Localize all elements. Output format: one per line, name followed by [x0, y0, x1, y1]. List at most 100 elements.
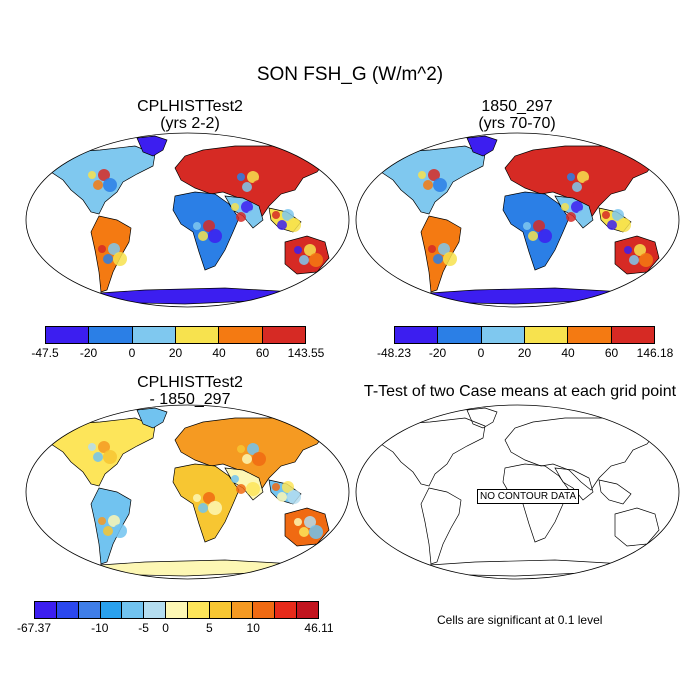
colorbar-tick-label: -48.23	[376, 346, 412, 360]
data-patch	[93, 180, 103, 190]
colorbar-tick-label: 20	[168, 346, 183, 360]
data-patch	[423, 180, 433, 190]
colorbar-tick-label: 10	[246, 621, 260, 635]
continent-antarctica	[84, 287, 322, 305]
colorbar-tick-label: 46.11	[304, 621, 334, 635]
data-patch	[294, 518, 302, 526]
data-patch	[252, 452, 266, 466]
data-patch	[203, 492, 215, 504]
data-patch	[113, 252, 127, 266]
data-patch	[208, 229, 222, 243]
colorbar-swatch	[275, 602, 298, 618]
colorbar-swatch	[144, 602, 167, 618]
colorbar-tick-label: 143.55	[287, 346, 325, 360]
data-patch	[242, 454, 252, 464]
data-patch	[309, 525, 323, 539]
colorbar-tick-label: 20	[517, 346, 532, 360]
data-patch	[103, 254, 113, 264]
data-patch	[299, 255, 309, 265]
colorbar-tick-label: 5	[206, 621, 213, 635]
data-patch	[208, 501, 222, 515]
data-patch	[103, 450, 117, 464]
data-patch	[294, 246, 302, 254]
colorbar-swatch	[262, 327, 305, 343]
data-patch	[538, 229, 552, 243]
panel-3-map	[25, 404, 350, 580]
panel-2-title: 1850_297 (yrs 70-70)	[357, 98, 677, 132]
panel-1-colorbar	[45, 326, 306, 344]
colorbar-swatch	[568, 327, 612, 343]
data-patch	[561, 203, 569, 211]
data-patch	[247, 443, 259, 455]
data-patch	[237, 173, 245, 181]
panel-1-title-line1: CPLHISTTest2	[137, 98, 243, 115]
colorbar-swatch	[175, 327, 220, 343]
data-patch	[528, 231, 538, 241]
data-patch	[103, 178, 117, 192]
continent-south-america	[420, 487, 462, 565]
continent-antarctica	[414, 287, 652, 305]
data-patch	[247, 171, 259, 183]
data-patch	[418, 171, 426, 179]
data-patch	[98, 245, 106, 253]
data-patch	[533, 220, 545, 232]
panel-4-title: T-Test of two Case means at each grid po…	[363, 383, 677, 400]
colorbar-swatch	[219, 327, 263, 343]
data-patch	[193, 494, 201, 502]
data-patch	[277, 220, 287, 230]
data-patch	[93, 452, 103, 462]
data-patch	[231, 475, 239, 483]
data-patch	[193, 222, 201, 230]
data-patch	[567, 173, 575, 181]
colorbar-swatch	[132, 327, 176, 343]
continent-greenland	[466, 407, 498, 429]
panel-2-title-line2: (yrs 70-70)	[478, 115, 556, 132]
page-title: SON FSH_G (W/m^2)	[256, 64, 444, 85]
colorbar-swatch	[46, 327, 90, 343]
colorbar-tick-label: 0	[128, 346, 136, 360]
data-patch	[438, 243, 450, 255]
data-patch	[639, 253, 653, 267]
panel-3-colorbar	[34, 601, 319, 619]
colorbar-tick-label: 40	[561, 346, 575, 360]
data-patch	[428, 245, 436, 253]
data-patch	[272, 483, 280, 491]
data-patch	[602, 211, 610, 219]
data-patch	[103, 526, 113, 536]
data-patch	[282, 481, 294, 493]
panel-2-colorbar	[394, 326, 655, 344]
data-patch	[624, 246, 632, 254]
data-patch	[443, 252, 457, 266]
data-patch	[277, 492, 287, 502]
panel-1-colorbar-labels: -47.5 -20 0 20 40 60 143.55	[31, 346, 324, 362]
map-frame	[25, 132, 350, 308]
data-patch	[433, 254, 443, 264]
data-patch	[108, 243, 120, 255]
colorbar-tick-label: -5	[138, 621, 149, 635]
data-patch	[246, 210, 260, 224]
data-patch	[246, 482, 260, 496]
colorbar-swatch	[35, 602, 57, 618]
data-patch	[309, 253, 323, 267]
continent-antarctica	[414, 559, 652, 577]
data-patch	[428, 169, 440, 181]
colorbar-tick-label: -67.37	[16, 621, 52, 635]
colorbar-tick-label: 0	[477, 346, 485, 360]
data-patch	[566, 212, 576, 222]
colorbar-swatch	[122, 602, 145, 618]
data-patch	[236, 484, 246, 494]
panel-2-colorbar-labels: -48.23 -20 0 20 40 60 146.18	[377, 346, 673, 362]
data-patch	[98, 169, 110, 181]
colorbar-swatch	[297, 602, 318, 618]
map-frame	[355, 404, 680, 580]
data-patch	[236, 212, 246, 222]
data-patch	[113, 524, 127, 538]
colorbar-swatch	[89, 327, 133, 343]
colorbar-swatch	[438, 327, 482, 343]
data-patch	[198, 231, 208, 241]
data-patch	[203, 220, 215, 232]
data-patch	[523, 222, 531, 230]
data-patch	[571, 201, 583, 213]
map-frame	[355, 132, 680, 308]
continent-antarctica	[84, 559, 322, 577]
